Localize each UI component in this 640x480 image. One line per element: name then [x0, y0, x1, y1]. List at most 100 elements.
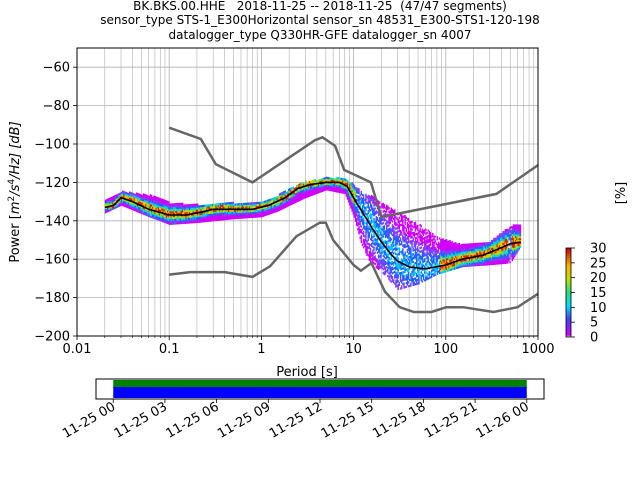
histogram-cell [508, 236, 510, 239]
histogram-cell [389, 271, 391, 274]
histogram-cell [504, 259, 507, 262]
histogram-cell [479, 248, 481, 251]
histogram-cell [148, 213, 151, 216]
histogram-cell [352, 183, 354, 186]
histogram-cell [475, 258, 478, 261]
histogram-cell [353, 213, 356, 216]
histogram-cell [467, 249, 470, 252]
histogram-cell [160, 200, 162, 203]
histogram-cell [285, 199, 288, 202]
plot-frame [76, 47, 539, 337]
histogram-cell [148, 209, 151, 212]
histogram-cell [168, 218, 170, 221]
histogram-cell [383, 273, 386, 276]
histogram-cell [475, 260, 478, 263]
histogram-cell [193, 215, 195, 218]
histogram-cell [390, 269, 393, 272]
histogram-cell [404, 278, 406, 281]
histogram-cell [181, 217, 184, 221]
histogram-cell [422, 254, 425, 258]
histogram-cell [339, 191, 342, 194]
histogram-cell [470, 250, 472, 254]
x-axis-ticks: 0.01 0.1 1 10 100 1000 [63, 336, 555, 357]
histogram-cell [196, 203, 199, 206]
histogram-cell [124, 193, 126, 196]
histogram-cell [252, 215, 254, 218]
histogram-cell [241, 216, 244, 219]
histogram-cell [512, 247, 515, 250]
histogram-cell [169, 207, 171, 210]
histogram-cell [485, 251, 487, 255]
histogram-cell [349, 193, 351, 197]
histogram-cell [409, 279, 411, 282]
histogram-cell [459, 250, 462, 253]
histogram-cell [477, 244, 479, 247]
histogram-cell [379, 201, 381, 204]
histogram-cell [397, 266, 399, 269]
histogram-cell [491, 243, 494, 246]
histogram-cell [237, 209, 239, 212]
histogram-cell [380, 246, 382, 249]
histogram-cell [436, 243, 439, 247]
histogram-cell [430, 246, 433, 250]
histogram-cell [512, 237, 515, 241]
histogram-cell [468, 264, 471, 267]
histogram-cell [398, 247, 401, 250]
histogram-cell [256, 209, 259, 212]
histogram-cell [428, 234, 431, 237]
histogram-cell [410, 242, 412, 245]
histogram-cell [216, 209, 218, 212]
histogram-cell [368, 258, 371, 261]
histogram-cell [135, 196, 138, 199]
histogram-cell [380, 233, 382, 236]
histogram-cell [402, 234, 404, 238]
histogram-cell [503, 240, 505, 243]
histogram-cell [421, 274, 424, 277]
histogram-cell [406, 243, 409, 246]
histogram-cell [157, 206, 160, 210]
histogram-cell [113, 201, 116, 204]
histogram-cell [472, 260, 474, 263]
histogram-cell [122, 194, 124, 197]
histogram-cell [216, 216, 218, 220]
histogram-cell [394, 266, 396, 270]
histogram-cell [139, 201, 141, 204]
histogram-cell [443, 260, 446, 264]
histogram-cell [449, 241, 451, 245]
histogram-cell [258, 201, 260, 205]
histogram-cell [412, 249, 414, 252]
histogram-cell [379, 218, 381, 222]
histogram-cell [491, 255, 494, 258]
histogram-cell [326, 178, 328, 181]
histogram-cell [132, 208, 134, 211]
histogram-cell [191, 211, 193, 214]
histogram-cell [488, 261, 490, 264]
histogram-cell [400, 217, 403, 221]
histogram-cell [515, 251, 517, 254]
histogram-cell [345, 182, 348, 186]
histogram-cell [185, 219, 187, 222]
histogram-cell [400, 240, 403, 244]
histogram-cell [462, 253, 464, 256]
histogram-cell [508, 253, 510, 256]
histogram-cell [390, 211, 393, 214]
histogram-cell [502, 236, 504, 240]
histogram-cell [230, 217, 232, 220]
histogram-cell [402, 248, 404, 251]
histogram-cell [372, 253, 374, 256]
histogram-cell [130, 193, 132, 197]
histogram-cell [203, 204, 206, 207]
histogram-cell [254, 202, 257, 205]
histogram-cell [490, 262, 493, 266]
histogram-cell [483, 259, 486, 262]
histogram-cell [428, 274, 431, 278]
histogram-cell [165, 215, 168, 218]
histogram-cell [419, 233, 421, 236]
histogram-cell [210, 219, 213, 222]
histogram-cell [291, 202, 293, 205]
histogram-cell [395, 243, 397, 246]
histogram-cell [237, 214, 239, 218]
histogram-cell [511, 255, 514, 258]
histogram-cell [140, 198, 142, 201]
histogram-cell [402, 271, 404, 274]
